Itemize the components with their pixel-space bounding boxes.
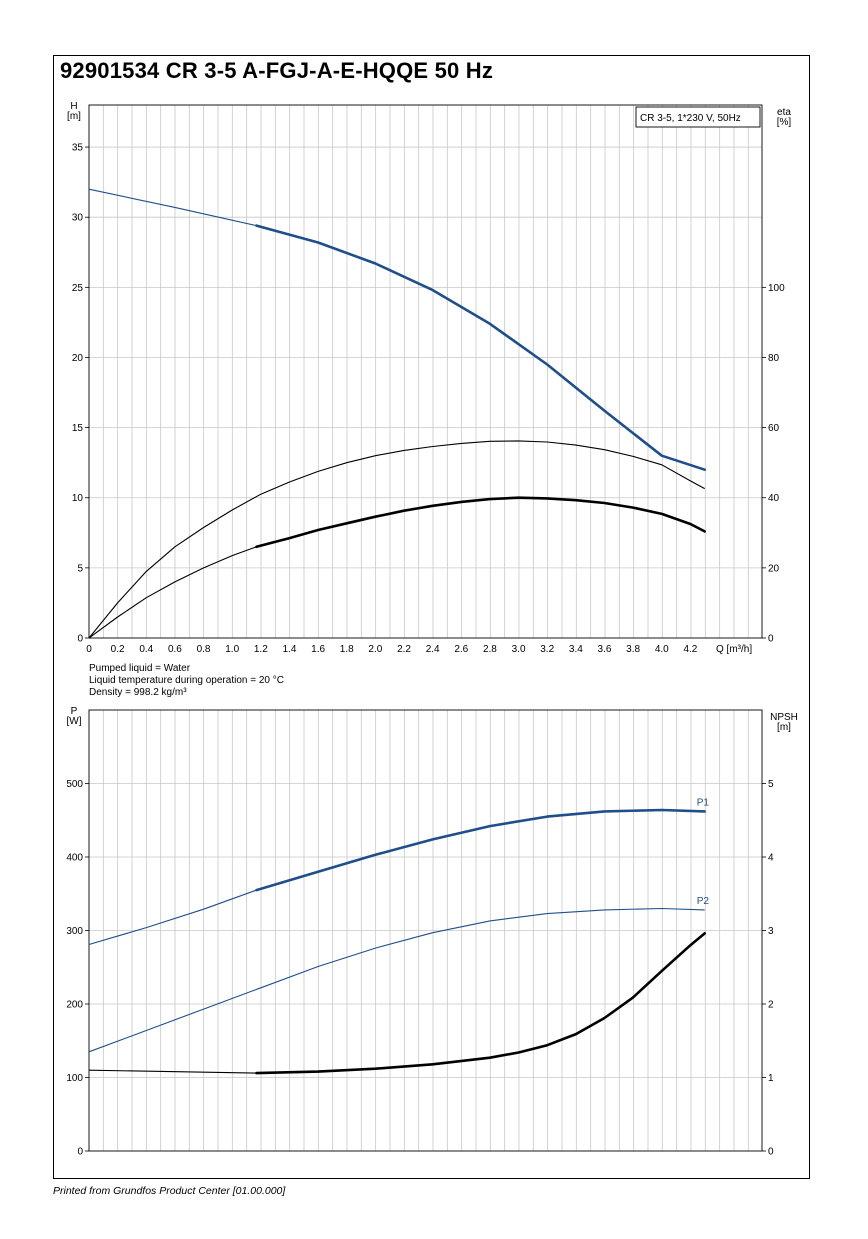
- liquid-info-line: Density = 998.2 kg/m³: [89, 687, 187, 698]
- x-tick-label: 0.2: [111, 644, 125, 655]
- y-right-tick-label: 60: [768, 423, 780, 434]
- y-left-tick-label: 15: [72, 423, 84, 434]
- y-right-tick-label: 4: [768, 853, 774, 864]
- x-tick-label: 1.4: [283, 644, 297, 655]
- liquid-info-line: Pumped liquid = Water: [89, 663, 191, 674]
- x-tick-label: 3.4: [569, 644, 583, 655]
- y-left-tick-label: 200: [66, 1000, 83, 1011]
- x-tick-label: 3.8: [626, 644, 640, 655]
- y-right-tick-label: 20: [768, 563, 780, 574]
- x-tick-label: 1.2: [254, 644, 268, 655]
- x-tick-label: 2.0: [368, 644, 382, 655]
- page-title: 92901534 CR 3-5 A-FGJ-A-E-HQQE 50 Hz: [60, 58, 494, 83]
- y-right-tick-label: 5: [768, 779, 774, 790]
- x-tick-label: 3.0: [512, 644, 526, 655]
- chart-frame: [53, 55, 810, 1179]
- y-right-axis-label: [m]: [777, 722, 791, 733]
- x-tick-label: 0.6: [168, 644, 182, 655]
- series-label: P2: [697, 896, 710, 907]
- y-left-tick-label: 400: [66, 853, 83, 864]
- x-tick-label: 1.8: [340, 644, 354, 655]
- y-left-tick-label: 0: [77, 634, 83, 645]
- y-left-tick-label: 100: [66, 1073, 83, 1084]
- series-line: [88, 932, 706, 1074]
- y-right-tick-label: 0: [768, 634, 774, 645]
- x-axis-label: Q [m³/h]: [716, 644, 752, 655]
- x-tick-label: 4.0: [655, 644, 669, 655]
- series-line: [88, 809, 705, 946]
- legend-box-label: CR 3-5, 1*230 V, 50Hz: [640, 113, 741, 124]
- y-right-tick-label: 80: [768, 353, 780, 364]
- y-left-tick-label: 300: [66, 926, 83, 937]
- series-duty-range: [255, 496, 706, 549]
- x-tick-label: 4.2: [683, 644, 697, 655]
- series-line: [88, 907, 705, 1053]
- legend-box: [635, 106, 761, 128]
- y-left-axis-label: [m]: [67, 111, 81, 122]
- plot-area-border: [88, 104, 763, 639]
- y-right-tick-label: 0: [768, 1147, 774, 1158]
- y-left-tick-label: 25: [72, 283, 84, 294]
- x-tick-label: 2.6: [454, 644, 468, 655]
- y-left-tick-label: 500: [66, 779, 83, 790]
- x-tick-label: 0: [86, 644, 92, 655]
- series-line: [88, 440, 705, 639]
- x-tick-label: 0.8: [197, 644, 211, 655]
- x-tick-label: 1.0: [225, 644, 239, 655]
- series-duty-range: [255, 808, 706, 892]
- y-left-axis-label: [W]: [67, 716, 82, 727]
- y-right-axis-label: NPSH: [770, 712, 798, 723]
- footer-note: Printed from Grundfos Product Center [01…: [53, 1185, 286, 1197]
- y-left-tick-label: 20: [72, 353, 84, 364]
- y-left-tick-label: 0: [77, 1147, 83, 1158]
- x-tick-label: 2.8: [483, 644, 497, 655]
- liquid-info-line: Liquid temperature during operation = 20…: [89, 675, 284, 686]
- y-right-tick-label: 1: [768, 1073, 774, 1084]
- y-right-axis-label: [%]: [777, 117, 792, 128]
- y-right-tick-label: 2: [768, 1000, 774, 1011]
- x-tick-label: 2.2: [397, 644, 411, 655]
- y-left-tick-label: 30: [72, 213, 84, 224]
- x-tick-label: 3.2: [540, 644, 554, 655]
- y-right-tick-label: 3: [768, 926, 774, 937]
- series-label: P1: [697, 797, 710, 808]
- x-tick-label: 3.6: [598, 644, 612, 655]
- x-tick-label: 1.6: [311, 644, 325, 655]
- y-left-tick-label: 35: [72, 143, 84, 154]
- power-npsh-chart: 0 100 200 300 400 500 0 1 2 3 4 5 P[W] NPSH[m] P1 P2: [66, 706, 798, 1158]
- head-efficiency-chart: 0 5 10 15 20 25 30 35 0 20 40 60 80 100 H[m] eta[%] 0 0.2…: [67, 101, 791, 655]
- x-tick-label: 0.4: [139, 644, 153, 655]
- liquid-info: Pumped liquid = Water Liquid temperature…: [89, 663, 284, 699]
- y-left-axis-label: H: [70, 101, 77, 112]
- x-tick-label: 2.4: [426, 644, 440, 655]
- y-left-tick-label: 10: [72, 493, 84, 504]
- series-duty-range: [255, 932, 706, 1075]
- y-right-tick-label: 100: [768, 283, 785, 294]
- y-left-axis-label: P: [71, 706, 78, 717]
- y-left-tick-label: 5: [77, 563, 83, 574]
- series-duty-range: [255, 224, 706, 471]
- y-right-tick-label: 40: [768, 493, 780, 504]
- y-right-axis-label: eta: [777, 107, 791, 118]
